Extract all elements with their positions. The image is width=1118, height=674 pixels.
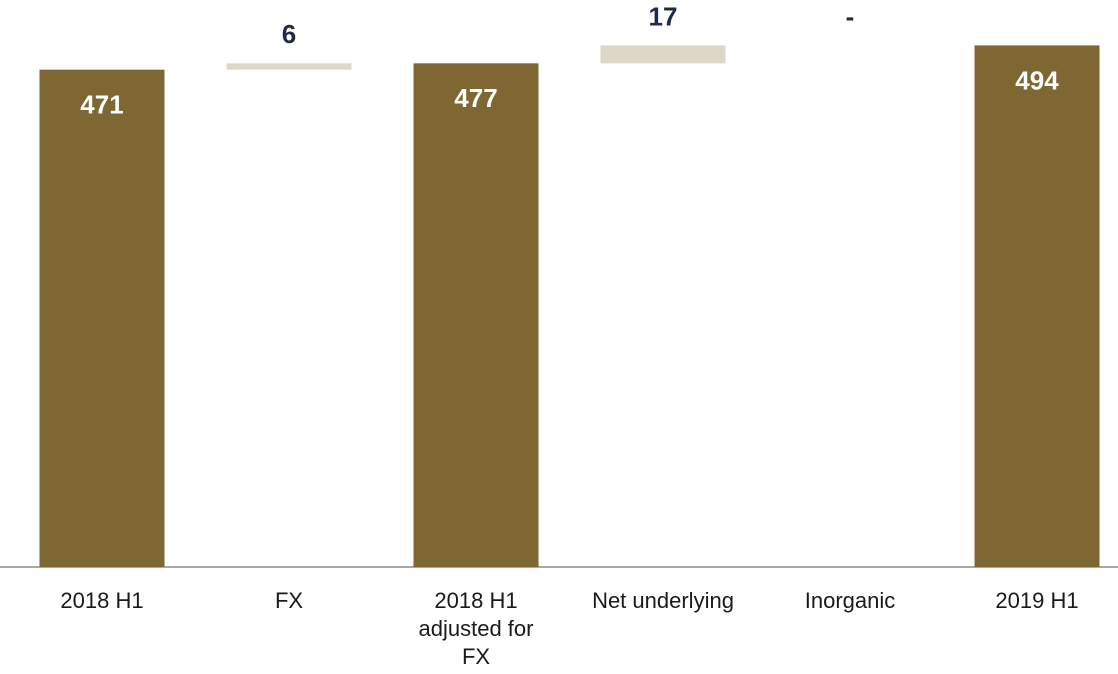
change-bar xyxy=(226,63,352,70)
x-tick-label: Net underlying xyxy=(592,588,734,613)
total-bar xyxy=(413,63,539,567)
total-bar xyxy=(39,69,165,568)
value-label: 6 xyxy=(282,19,296,49)
x-tick-label: 2018 H1 xyxy=(60,588,144,613)
x-tick-label: FX xyxy=(274,588,304,613)
value-label: 17 xyxy=(649,1,678,31)
value-label: 477 xyxy=(454,83,497,113)
value-label: 471 xyxy=(80,90,123,120)
x-tick-label: Inorganic xyxy=(804,588,896,613)
value-label: - xyxy=(846,1,855,31)
x-tick-label: 2018 H1 adjusted for FX xyxy=(418,588,534,669)
total-bar xyxy=(974,45,1100,568)
x-tick-label: 2019 H1 xyxy=(995,588,1079,613)
value-label: 494 xyxy=(1015,65,1059,95)
change-bar xyxy=(600,45,726,64)
